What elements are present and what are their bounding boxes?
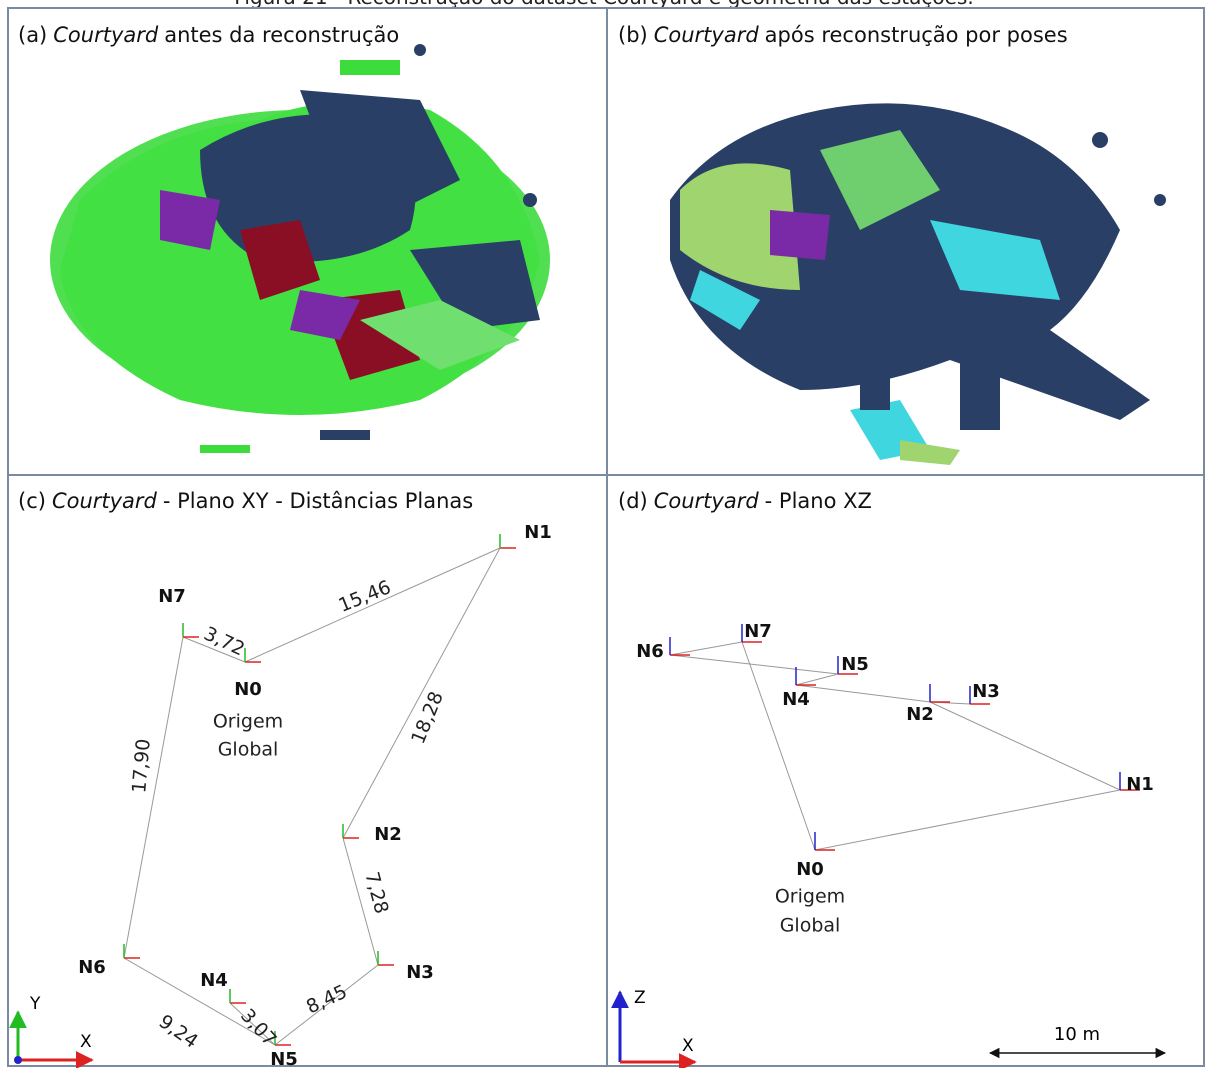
caption-label: (a) bbox=[18, 23, 47, 47]
node-label: N7 bbox=[158, 586, 186, 607]
node-markers bbox=[124, 534, 516, 1045]
distance-label: 17,90 bbox=[128, 738, 155, 794]
node-label: N4 bbox=[782, 689, 810, 710]
axis-label: X bbox=[80, 1032, 92, 1052]
caption-caption: antes da reconstrução bbox=[164, 23, 399, 47]
caption-name: Courtyard bbox=[654, 489, 760, 513]
caption-caption: - Plano XY - Distâncias Planas bbox=[163, 489, 473, 513]
caption-label: (b) bbox=[618, 23, 648, 47]
point-cloud-b bbox=[670, 103, 1166, 465]
scale-label: 10 m bbox=[1054, 1024, 1100, 1045]
plan-xy-edges bbox=[124, 548, 500, 1045]
caption-label: (d) bbox=[618, 489, 648, 513]
caption-label: (c) bbox=[18, 489, 46, 513]
node-label: N1 bbox=[1126, 774, 1154, 795]
caption-caption: - Plano XZ bbox=[765, 489, 872, 513]
distance-label: 9,24 bbox=[155, 1010, 202, 1052]
caption-name: Courtyard bbox=[654, 23, 760, 47]
origin-label: Origem bbox=[775, 886, 845, 908]
caption-caption: após reconstrução por poses bbox=[765, 23, 1068, 47]
axis-label: X bbox=[682, 1036, 694, 1056]
node-label: N1 bbox=[524, 522, 552, 543]
caption-name: Courtyard bbox=[53, 23, 159, 47]
node-label: N6 bbox=[636, 641, 664, 662]
node-label: N5 bbox=[841, 654, 869, 675]
node-label: N6 bbox=[78, 957, 106, 978]
axis-label: Y bbox=[29, 994, 41, 1014]
node-label: N3 bbox=[406, 962, 434, 983]
distance-label: 3,72 bbox=[200, 623, 248, 661]
node-label: N4 bbox=[200, 970, 228, 991]
node-label: N0 bbox=[796, 859, 824, 880]
figure: Figura 21 - Reconstrução do dataset Cour… bbox=[0, 0, 1207, 1068]
node-label: N3 bbox=[972, 681, 1000, 702]
distance-label: 8,45 bbox=[303, 981, 351, 1019]
point-cloud-a bbox=[50, 44, 550, 453]
panel-caption: (d)Courtyard- Plano XZ bbox=[618, 489, 872, 513]
origin-label: Global bbox=[780, 915, 841, 937]
node-markers bbox=[670, 624, 1140, 850]
node-label: N7 bbox=[744, 621, 772, 642]
distance-label: 18,28 bbox=[407, 688, 448, 747]
distance-label: 15,46 bbox=[335, 576, 394, 617]
node-label: N2 bbox=[374, 824, 402, 845]
node-label: N5 bbox=[270, 1049, 298, 1068]
axis-label: Z bbox=[634, 988, 646, 1008]
panel-caption: (c)Courtyard- Plano XY - Distâncias Plan… bbox=[18, 489, 473, 513]
node-label: N0 bbox=[234, 679, 262, 700]
plan-xz-edges bbox=[670, 642, 1120, 850]
node-label: N2 bbox=[906, 704, 934, 725]
origin-label: Origem bbox=[213, 711, 283, 733]
caption-name: Courtyard bbox=[52, 489, 158, 513]
distance-label: 7,28 bbox=[360, 870, 392, 917]
origin-label: Global bbox=[218, 739, 279, 761]
